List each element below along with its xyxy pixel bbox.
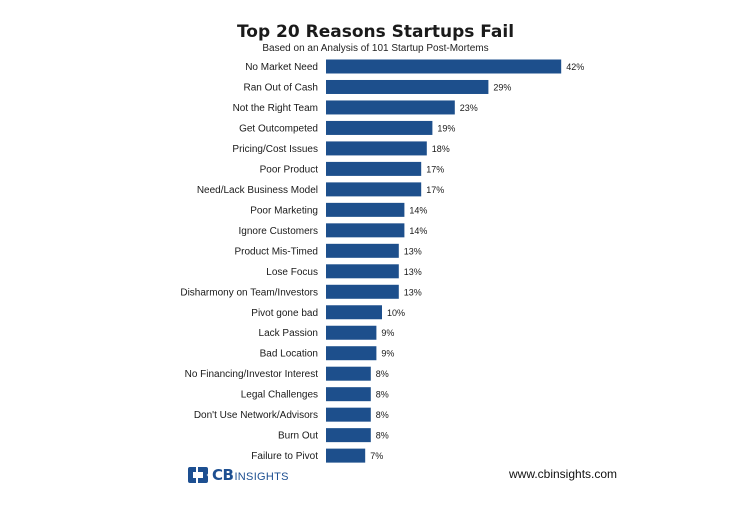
bar: [326, 448, 366, 463]
chart-subtitle: Based on an Analysis of 101 Startup Post…: [262, 43, 489, 54]
value-label: 14%: [409, 205, 427, 215]
bar: [326, 346, 377, 361]
website-url: www.cbinsights.com: [509, 467, 618, 481]
value-label: 13%: [404, 267, 422, 277]
value-label: 19%: [437, 123, 455, 133]
category-label: Poor Product: [260, 164, 319, 175]
category-label: No Financing/Investor Interest: [185, 369, 319, 380]
bar: [326, 182, 422, 197]
bar: [326, 366, 371, 381]
bar: [326, 305, 382, 320]
bar: [326, 428, 371, 443]
cb-insights-logo: CB INSIGHTS: [187, 466, 289, 484]
category-label: Lose Focus: [266, 267, 318, 278]
logo-insights-text: INSIGHTS: [234, 470, 289, 483]
value-label: 18%: [432, 144, 450, 154]
value-label: 17%: [426, 164, 444, 174]
value-label: 8%: [376, 369, 389, 379]
category-label: Need/Lack Business Model: [197, 185, 318, 196]
value-label: 17%: [426, 185, 444, 195]
bar: [326, 243, 399, 258]
category-label: Product Mis-Timed: [234, 246, 318, 257]
value-label: 14%: [409, 226, 427, 236]
bar: [326, 202, 405, 217]
bar: [326, 387, 371, 402]
value-label: 23%: [460, 103, 478, 113]
category-label: Legal Challenges: [241, 390, 318, 401]
category-label: Lack Passion: [259, 328, 318, 339]
value-label: 9%: [381, 349, 394, 359]
logo-cb-text: CB: [212, 466, 234, 484]
value-label: 8%: [376, 431, 389, 441]
value-label: 10%: [387, 308, 405, 318]
value-label: 9%: [381, 328, 394, 338]
category-label: Ran Out of Cash: [244, 82, 318, 93]
category-label: Poor Marketing: [250, 205, 318, 216]
bar: [326, 59, 562, 74]
value-label: 13%: [404, 287, 422, 297]
category-label: Bad Location: [260, 349, 318, 360]
category-label: No Market Need: [245, 62, 318, 73]
category-label: Pricing/Cost Issues: [232, 144, 318, 155]
bar: [326, 407, 371, 422]
value-label: 13%: [404, 246, 422, 256]
cb-logo-icon: [188, 467, 208, 483]
category-label: Ignore Customers: [239, 226, 318, 237]
value-label: 8%: [376, 410, 389, 420]
category-label: Disharmony on Team/Investors: [180, 287, 318, 298]
category-label: Failure to Pivot: [251, 451, 318, 462]
bar: [326, 325, 377, 340]
category-label: Pivot gone bad: [251, 308, 318, 319]
bar: [326, 100, 455, 115]
value-label: 7%: [370, 451, 383, 461]
bar: [326, 264, 399, 279]
bar: [326, 284, 399, 299]
category-label: Not the Right Team: [233, 103, 318, 114]
category-label: Don't Use Network/Advisors: [194, 410, 318, 421]
bar: [326, 141, 427, 156]
chart-title: Top 20 Reasons Startups Fail: [236, 22, 515, 42]
category-label: Get Outcompeted: [239, 123, 318, 134]
value-label: 29%: [493, 82, 511, 92]
bar: [326, 79, 489, 94]
bar: [326, 120, 433, 135]
value-label: 8%: [376, 390, 389, 400]
category-label: Burn Out: [278, 431, 318, 442]
bar: [326, 161, 422, 176]
bar: [326, 223, 405, 238]
value-label: 42%: [566, 62, 584, 72]
